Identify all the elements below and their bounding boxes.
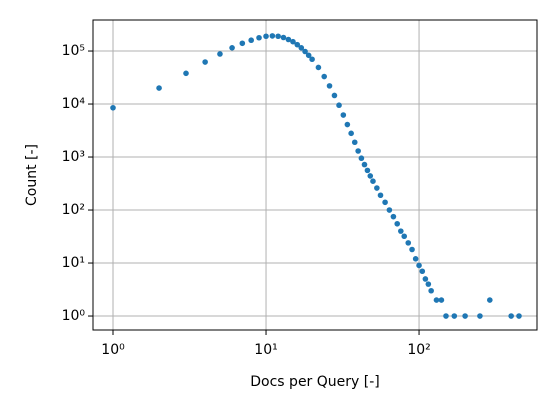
point [416,262,422,269]
point [263,33,269,40]
y-tick-label: 10² [62,202,85,218]
point [348,130,354,137]
y-tick-label: 10¹ [62,255,85,271]
y-tick-label: 10⁴ [62,96,86,112]
point [370,178,376,184]
point [294,41,301,48]
point [358,155,365,162]
point [409,246,415,253]
point [394,220,401,227]
x-axis-label: Docs per Query [-] [250,374,379,390]
point [451,313,458,319]
point [477,313,483,319]
x-tick-label: 10⁰ [101,342,125,358]
y-tick-label: 10⁵ [62,43,85,59]
point [462,313,468,319]
point [309,56,315,63]
point [340,112,347,118]
point [516,313,522,319]
x-tick-label: 10¹ [254,342,277,358]
point [321,73,328,80]
point [428,287,434,294]
point [290,38,296,45]
point [331,92,338,99]
point [390,213,397,220]
point [355,148,361,154]
point [275,33,281,40]
point [305,52,312,59]
point [386,207,393,213]
point [425,281,432,287]
point [508,313,514,319]
point [298,45,305,51]
plot-frame [92,19,538,331]
point [285,36,292,43]
point [202,59,208,65]
point [248,37,254,44]
point [405,240,412,246]
point [229,45,235,51]
x-tick-label: 10² [407,342,430,358]
point [374,185,380,191]
point [433,297,440,303]
point [336,102,342,109]
point [239,40,246,47]
point [183,70,189,77]
point [438,297,445,303]
point [412,256,419,262]
point [377,192,384,199]
point [256,34,262,41]
point [401,233,408,240]
point [217,51,223,57]
point [367,173,374,179]
point [398,228,404,234]
point [382,199,388,206]
y-tick-label: 10³ [62,149,85,165]
point [110,104,116,111]
point [269,33,276,39]
point [364,167,371,174]
point [315,64,322,71]
y-axis-label: Count [-] [24,144,40,206]
y-tick-label: 10⁰ [62,308,86,324]
point [422,276,429,282]
point [156,85,162,91]
point [326,83,333,89]
point [344,121,351,128]
point [280,34,287,41]
point [419,268,426,275]
point [302,48,308,55]
point [443,313,449,319]
point [487,297,493,303]
point [351,139,358,146]
point [361,161,368,168]
